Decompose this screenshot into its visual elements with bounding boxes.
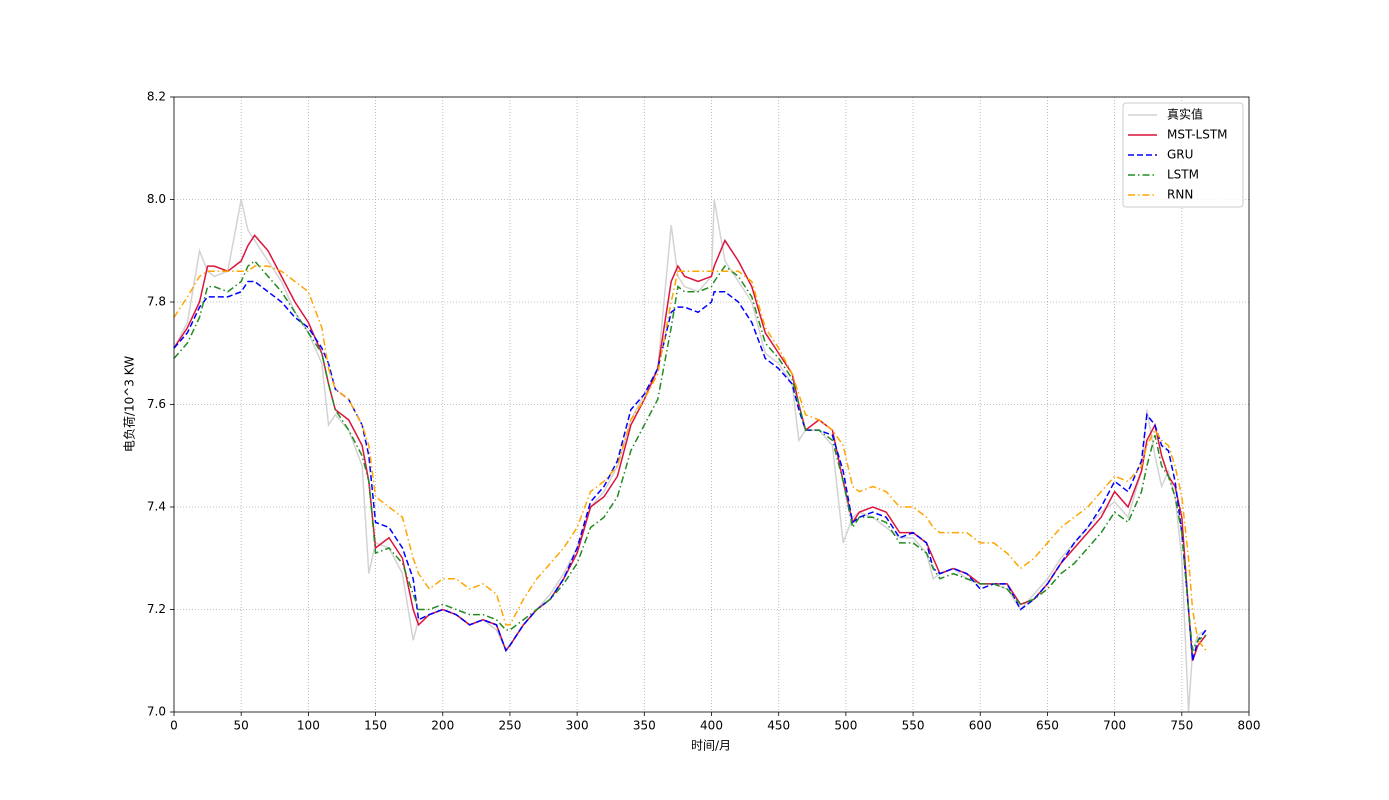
x-tick-label: 700 (1103, 719, 1126, 733)
x-tick-label: 350 (633, 719, 656, 733)
x-axis-label: 时间/月 (691, 739, 731, 753)
x-tick-label: 600 (969, 719, 992, 733)
x-tick-label: 400 (700, 719, 723, 733)
plot-frame (173, 96, 1250, 713)
y-tick-label: 8.2 (147, 90, 166, 104)
legend-label: LSTM (1167, 168, 1199, 182)
legend-label: 真实值 (1167, 107, 1203, 122)
legend-box (1122, 102, 1244, 208)
x-tick-label: 0 (170, 719, 178, 733)
series-line (173, 234, 1207, 661)
series-line (173, 280, 1207, 661)
x-tick-label: 250 (498, 719, 521, 733)
legend: 真实值 MST-LSTM GRU LSTM RNN (1122, 102, 1244, 208)
x-tick-label: 200 (431, 719, 454, 733)
x-tick-label: 50 (234, 719, 249, 733)
x-tick-label: 750 (1170, 719, 1193, 733)
y-tick-label: 7.8 (147, 295, 166, 309)
y-tick-label: 7.0 (147, 705, 166, 719)
legend-label: RNN (1167, 188, 1193, 202)
x-tick-label: 550 (902, 719, 925, 733)
y-tick-label: 8.0 (147, 192, 166, 206)
series-line (173, 199, 1207, 713)
x-tick-label: 100 (297, 719, 320, 733)
x-tick-label: 650 (1036, 719, 1059, 733)
y-tick-label: 7.4 (147, 500, 166, 514)
x-tick-label: 300 (566, 719, 589, 733)
x-tick-label: 800 (1238, 719, 1261, 733)
x-tick-label: 450 (767, 719, 790, 733)
legend-label: MST-LSTM (1167, 128, 1228, 142)
legend-label: GRU (1167, 148, 1193, 162)
y-tick-label: 7.6 (147, 397, 166, 411)
x-tick-label: 500 (834, 719, 857, 733)
y-tick-label: 7.2 (147, 602, 166, 616)
y-axis-label: 电负荷/10^3 KW (123, 356, 137, 452)
series-line (173, 265, 1207, 651)
series-line (173, 259, 1207, 654)
x-tick-label: 150 (364, 719, 387, 733)
